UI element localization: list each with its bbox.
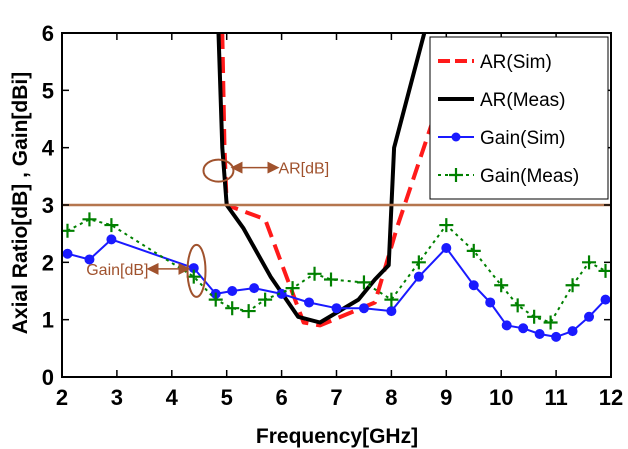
- x-axis-label: Frequency[GHz]: [256, 425, 418, 448]
- data-point: [84, 254, 95, 265]
- data-point: [324, 272, 339, 287]
- legend-marker: [449, 168, 463, 182]
- data-point: [584, 311, 595, 322]
- x-tick-label: 12: [599, 385, 623, 410]
- data-point: [384, 292, 399, 307]
- y-tick-label: 0: [42, 365, 54, 390]
- x-tick-label: 8: [385, 385, 397, 410]
- data-point: [304, 297, 315, 308]
- data-point: [468, 280, 479, 291]
- data-point: [225, 301, 240, 316]
- data-point: [307, 266, 322, 281]
- x-tick-label: 2: [56, 385, 68, 410]
- data-point: [582, 255, 597, 270]
- legend-entry: AR(Sim): [438, 52, 552, 73]
- x-tick-label: 11: [544, 385, 567, 410]
- data-point: [567, 326, 578, 337]
- data-point: [510, 298, 525, 313]
- y-tick-label: 2: [42, 250, 54, 275]
- data-point: [518, 323, 529, 334]
- data-point: [285, 281, 300, 296]
- legend-label: AR(Meas): [480, 90, 566, 111]
- series-layer: [62, 33, 611, 342]
- data-point: [82, 212, 97, 227]
- data-point: [241, 304, 256, 319]
- data-point: [551, 331, 562, 342]
- x-tick-label: 3: [111, 385, 123, 410]
- y-tick-label: 5: [42, 78, 54, 103]
- data-point: [331, 303, 342, 314]
- legend-label: Gain(Meas): [480, 166, 579, 187]
- data-point: [600, 294, 611, 305]
- legend-entry: Gain(Meas): [438, 166, 579, 187]
- x-tick-label: 9: [440, 385, 452, 410]
- data-point: [441, 243, 452, 253]
- data-point: [494, 278, 509, 293]
- data-point: [249, 283, 260, 294]
- y-axis-label: Axial Ratio[dB] , Gain[dBi]: [9, 72, 32, 335]
- data-point: [62, 248, 73, 259]
- data-point: [208, 292, 223, 307]
- data-point: [258, 292, 273, 307]
- data-point: [413, 271, 424, 282]
- y-tick-label: 4: [42, 136, 55, 161]
- x-tick-label: 7: [330, 385, 342, 410]
- data-point: [501, 320, 512, 331]
- legend-marker: [451, 132, 461, 142]
- gain-annotation-label: Gain[dB]: [86, 262, 148, 279]
- legend-box: [429, 36, 609, 200]
- x-tick-label: 6: [275, 385, 287, 410]
- x-tick-label: 10: [489, 385, 513, 410]
- data-point: [358, 303, 369, 314]
- data-point: [227, 286, 238, 296]
- legend-label: AR(Sim): [480, 52, 552, 73]
- x-tick-label: 4: [166, 385, 179, 410]
- data-point: [356, 275, 371, 290]
- annotation-layer: AR[dB] Gain[dB]: [86, 158, 329, 298]
- y-tick-label: 3: [42, 193, 54, 218]
- y-tick-label: 6: [42, 21, 54, 46]
- series-gain-meas-: [62, 212, 611, 330]
- data-point: [485, 297, 496, 308]
- data-point: [527, 309, 542, 324]
- legend-label: Gain(Sim): [480, 128, 566, 149]
- data-point: [565, 278, 580, 293]
- ar-annotation-label: AR[dB]: [278, 161, 329, 178]
- series-ar-meas-: [216, 33, 427, 325]
- data-point: [439, 218, 454, 233]
- data-point: [106, 234, 117, 245]
- series-line: [216, 33, 427, 325]
- data-point: [411, 255, 426, 270]
- y-tick-label: 1: [42, 308, 54, 333]
- data-point: [534, 329, 545, 339]
- data-point: [104, 218, 119, 233]
- series-gain-sim-: [62, 234, 611, 342]
- data-point: [543, 315, 558, 330]
- legend-entry: Gain(Sim): [438, 128, 566, 149]
- legend-entry: AR(Meas): [438, 90, 566, 111]
- data-point: [186, 269, 201, 284]
- x-tick-label: 5: [221, 385, 233, 410]
- legend: AR(Sim) AR(Meas) Gain(Sim) Gain(Meas): [429, 36, 609, 200]
- data-point: [386, 306, 397, 317]
- data-point: [466, 243, 481, 258]
